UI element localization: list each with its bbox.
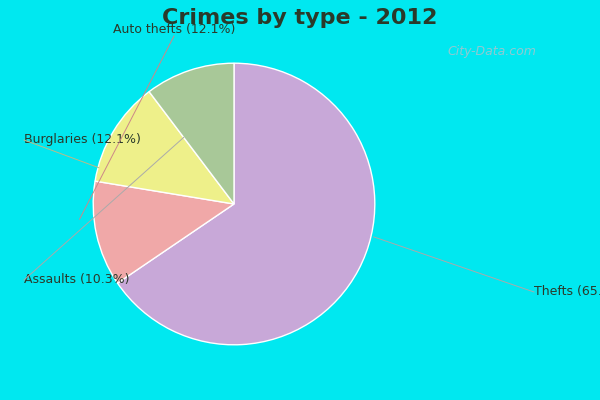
Text: Crimes by type - 2012: Crimes by type - 2012 bbox=[163, 8, 437, 28]
Wedge shape bbox=[149, 63, 234, 204]
Text: Assaults (10.3%): Assaults (10.3%) bbox=[24, 274, 130, 286]
Wedge shape bbox=[95, 92, 234, 204]
Text: City-Data.com: City-Data.com bbox=[448, 46, 536, 58]
Text: Thefts (65.5%): Thefts (65.5%) bbox=[534, 286, 600, 298]
Wedge shape bbox=[118, 63, 375, 345]
Wedge shape bbox=[93, 181, 234, 283]
Text: Burglaries (12.1%): Burglaries (12.1%) bbox=[24, 134, 141, 146]
Text: Auto thefts (12.1%): Auto thefts (12.1%) bbox=[113, 23, 235, 36]
